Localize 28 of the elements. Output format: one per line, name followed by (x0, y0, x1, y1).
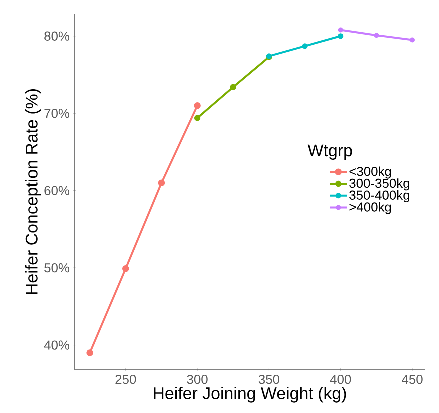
legend-title: Wtgrp (308, 144, 352, 160)
y-tick-label: 80% (44, 32, 70, 41)
point (194, 102, 201, 110)
point (86, 350, 94, 356)
point (338, 28, 344, 33)
point (302, 44, 308, 50)
point (338, 34, 344, 40)
legend-label: 300-350kg (350, 178, 410, 191)
y-tick-label: 60% (44, 186, 70, 196)
x-tick-label: 450 (402, 375, 423, 384)
point (374, 33, 380, 38)
point (230, 84, 236, 90)
y-tick-label: 40% (44, 340, 70, 350)
legend-label: >400kg (350, 202, 392, 214)
point (194, 115, 201, 122)
y-tick-label: 50% (44, 263, 70, 273)
legend-label: 350-400kg (350, 190, 410, 203)
point (410, 38, 416, 43)
x-tick-label: 300 (187, 375, 208, 384)
y-tick-label: 70% (44, 109, 70, 118)
x-tick-label: 250 (116, 375, 136, 384)
legend-label: <300kg (350, 166, 392, 179)
y-axis-title: Heifer Conception Rate (%) (25, 90, 42, 294)
point (122, 265, 130, 272)
point (158, 180, 166, 187)
x-tick-label: 350 (258, 375, 280, 384)
x-axis-title: Heifer Joining Weight (kg) (154, 387, 346, 403)
x-tick-label: 400 (330, 375, 352, 384)
